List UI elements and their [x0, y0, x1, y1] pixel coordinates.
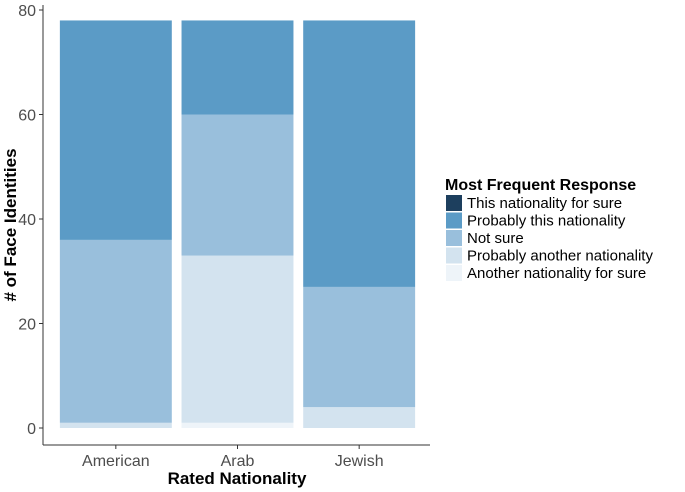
bar-segment-jewish-3: [303, 20, 416, 287]
legend-label: Not sure: [467, 230, 524, 247]
legend-title: Most Frequent Response: [445, 177, 636, 194]
legend-label: Probably another nationality: [467, 248, 653, 265]
bar-segment-jewish-1: [303, 407, 416, 428]
y-tick-label: 20: [18, 317, 36, 334]
y-tick-label: 80: [18, 3, 36, 20]
legend: Most Frequent Response This nationality …: [445, 177, 653, 282]
y-tick-label: 60: [18, 108, 36, 125]
legend-swatch: [446, 230, 462, 246]
legend-swatch: [446, 265, 462, 281]
x-tick-label-jewish: Jewish: [335, 453, 384, 470]
y-axis-title: # of Face Identities: [1, 148, 20, 301]
x-tick-label-american: American: [82, 453, 150, 470]
bar-segment-arab-0: [181, 422, 294, 428]
bar-segment-american-1: [59, 422, 172, 428]
y-tick-label: 0: [27, 421, 36, 438]
legend-label: This nationality for sure: [467, 195, 622, 212]
bar-segment-jewish-2: [303, 286, 416, 408]
y-ticks-layer: 0 20 40 60 80: [18, 3, 43, 438]
x-ticks-layer: American Arab Jewish: [82, 445, 384, 470]
legend-swatch: [446, 247, 462, 264]
legend-swatch: [446, 212, 462, 229]
bar-segment-arab-1: [181, 255, 294, 423]
bar-segment-american-2: [59, 239, 172, 423]
legend-swatch: [446, 195, 462, 211]
legend-label: Another nationality for sure: [467, 265, 646, 282]
bars-layer: [59, 20, 416, 428]
bar-segment-arab-2: [181, 114, 294, 256]
y-tick-label: 40: [18, 212, 36, 229]
x-tick-label-arab: Arab: [221, 453, 255, 470]
bar-segment-arab-3: [181, 20, 294, 115]
legend-label: Probably this nationality: [467, 213, 626, 230]
x-axis-title: Rated Nationality: [168, 469, 307, 488]
bar-segment-american-3: [59, 20, 172, 240]
